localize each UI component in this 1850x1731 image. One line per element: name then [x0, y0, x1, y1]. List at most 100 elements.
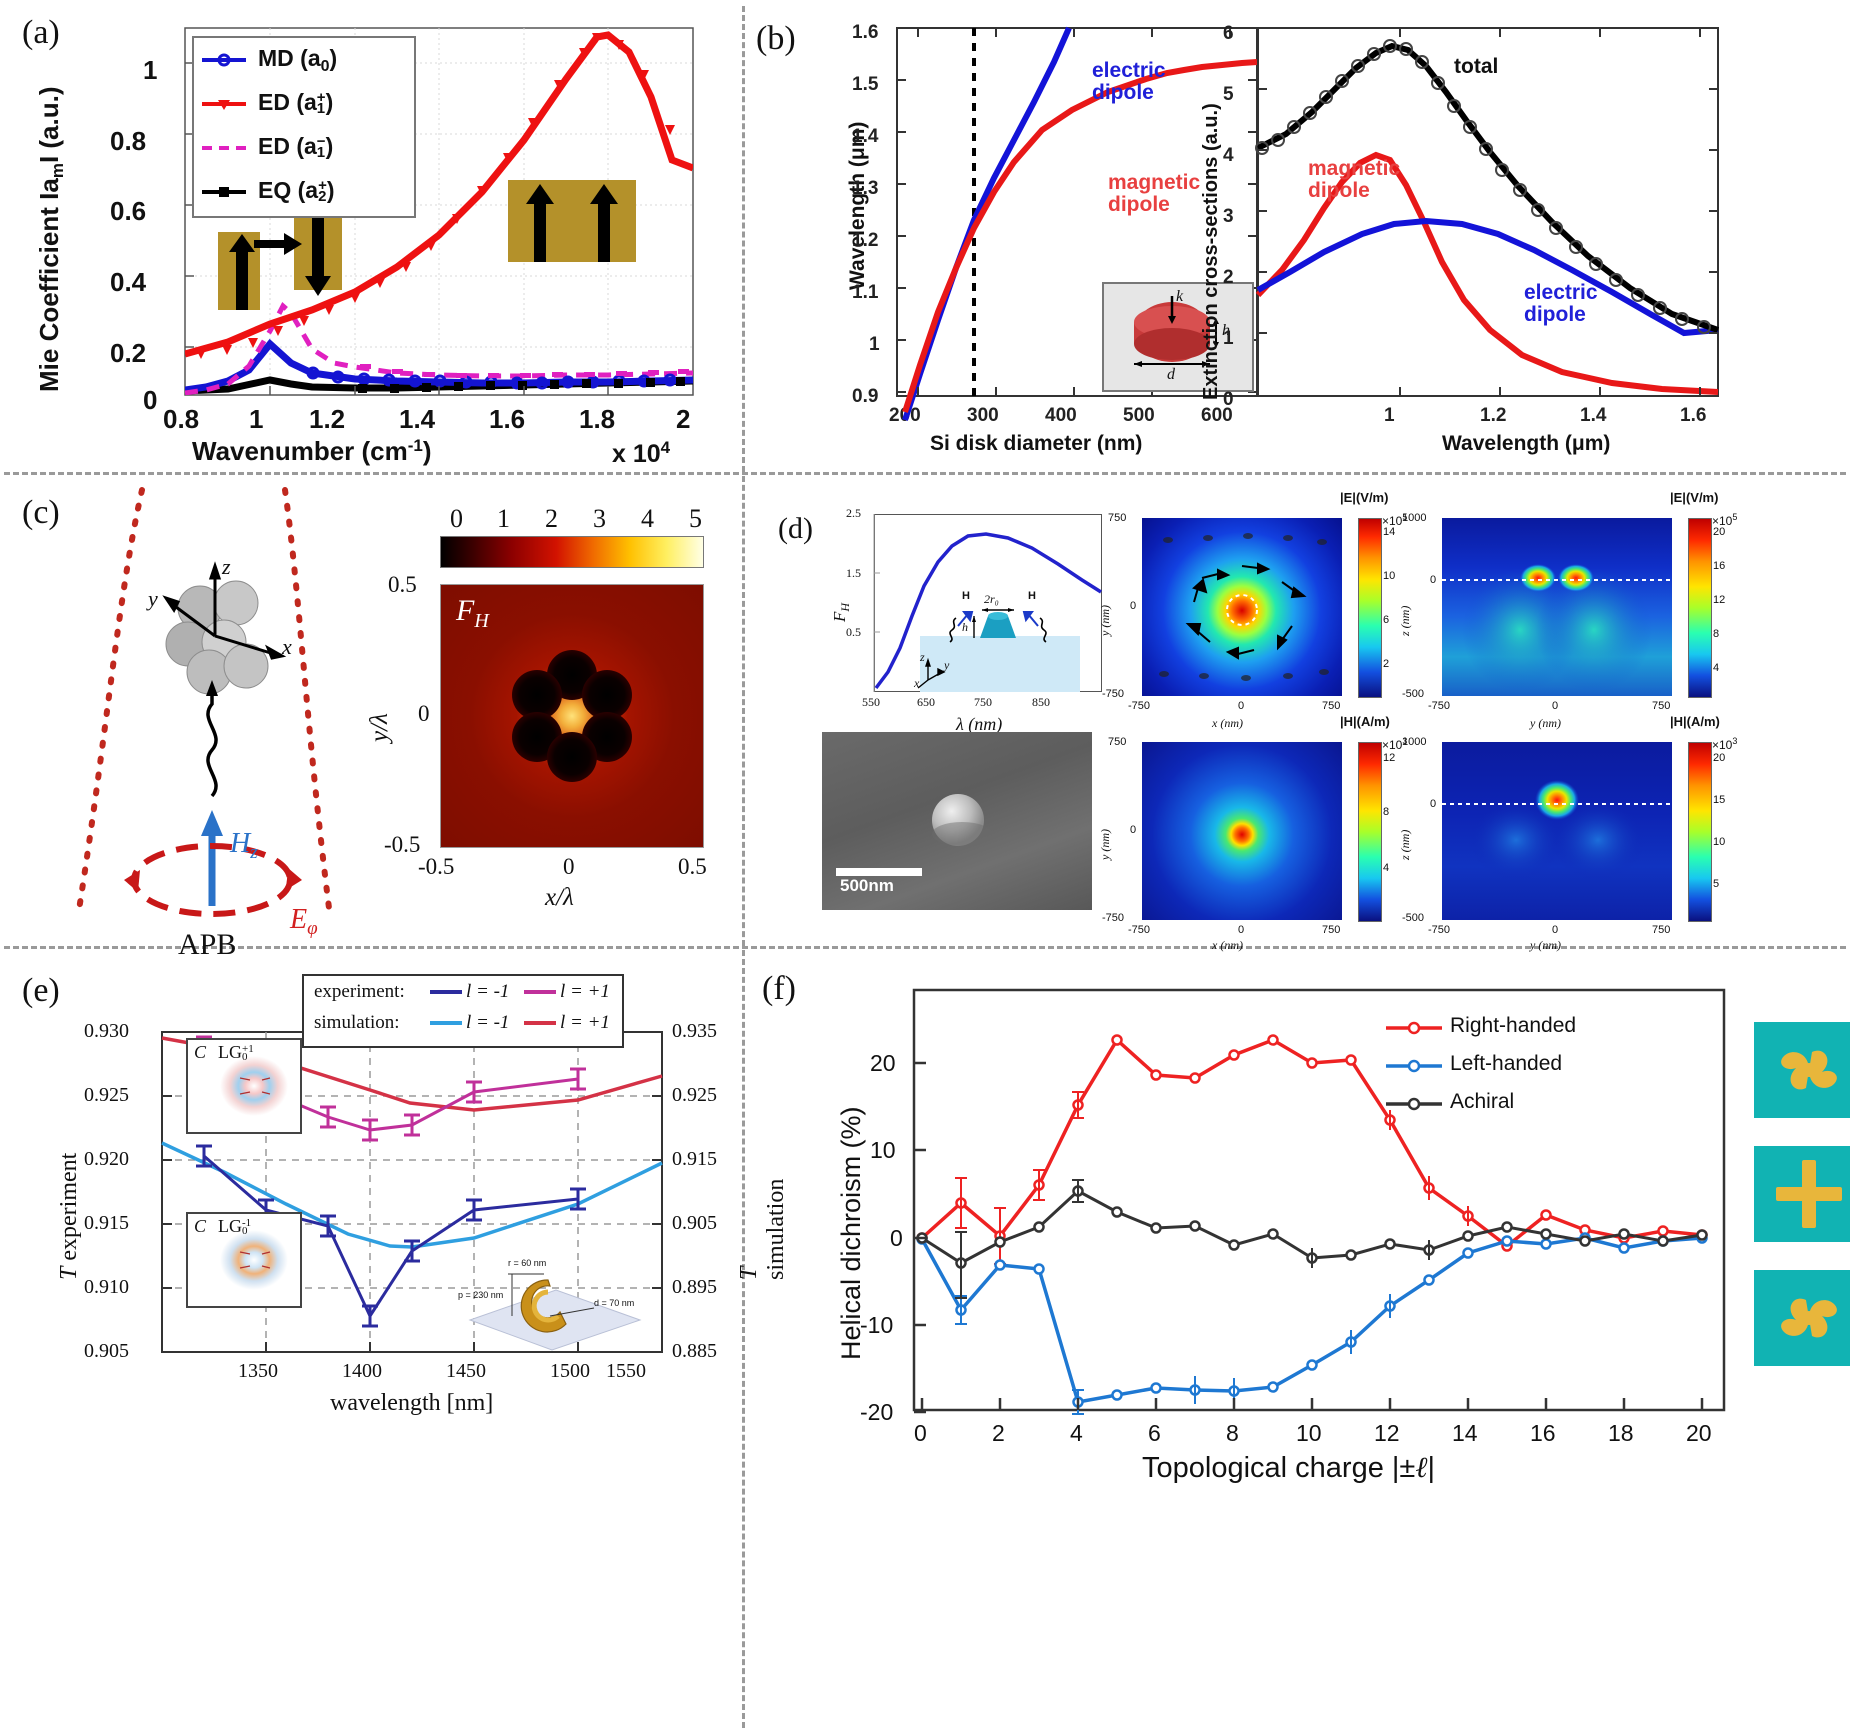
panel-e-legend-item-3: l = +1 — [560, 1012, 610, 1033]
panel-a-xlabel: Wavenumber (cm-1) — [192, 436, 432, 467]
legend-2-pre: ED (a — [258, 133, 317, 159]
panel-e-right-ytick-0885: 0.885 — [672, 1340, 717, 1362]
panel-f-ytick-m20: -20 — [860, 1399, 894, 1425]
panel-b-left-magnetic-label: magnetic dipole — [1108, 171, 1201, 217]
panel-b-left-ytick-09: 0.9 — [852, 386, 879, 407]
panel-b-right-xtick-14: 1.4 — [1580, 405, 1607, 426]
panel-e-inset-bottom-lg: LG -1 0 — [218, 1216, 251, 1237]
panel-a-legend-item-2: ED (a −1) — [258, 133, 333, 160]
panel-d-map-4-cbar-title: |H|(A/m) — [1670, 714, 1720, 729]
panel-d-map-1-cbar-title: |E|(V/m) — [1340, 490, 1389, 505]
panel-d-map-4-ylabel: z (nm) — [1398, 829, 1412, 860]
panel-d-inset-radius: 2r₀ — [984, 592, 999, 606]
panel-c-label: (c) — [22, 494, 60, 531]
divider-vertical-top — [742, 6, 745, 472]
panel-c-xtick-0: 0 — [563, 854, 575, 879]
panel-a-xtick-12: 1.2 — [309, 404, 346, 434]
m1-exp: ×10 — [1382, 514, 1403, 528]
legend-3-post: ) — [326, 177, 335, 203]
panel-d-curve-xtick-650: 650 — [917, 695, 935, 709]
panel-a-legend-item-1: ED (a +1) — [258, 89, 333, 116]
panel-e-struct-r: r = 60 nm — [508, 1258, 547, 1268]
panel-d-map-1-xlabel: x (nm) — [1212, 716, 1243, 730]
panel-c-ytick-05m: -0.5 — [384, 832, 421, 857]
panel-d-map-1-cbar-tick-14: 14 — [1383, 526, 1396, 538]
panel-d-map-4-cbar-tick-15: 15 — [1713, 794, 1726, 806]
panel-c-axis-z-label: z — [222, 554, 231, 580]
panel-d-map-3-ytick-0: 0 — [1130, 824, 1137, 836]
panel-d-map-4-cbar-tick-20: 20 — [1713, 752, 1726, 764]
panel-c-xlabel: x/λ — [545, 884, 574, 912]
panel-f-ylabel: Helical dichroism (%) — [836, 1106, 866, 1360]
panel-b-left-ytick-1: 1 — [869, 334, 880, 355]
panel-d-curve-ylabel: FH — [830, 603, 853, 622]
c-xlabel-post: λ — [563, 884, 574, 911]
panel-d-map-4 — [1442, 742, 1672, 920]
panel-d-map-1-xtick-0: 0 — [1238, 700, 1245, 712]
panel-d-map-3-xlabel: x (nm) — [1212, 938, 1243, 952]
panel-d-map-1-cbar-tick-2: 2 — [1383, 658, 1390, 670]
panel-c-cbar-tick-2: 2 — [545, 504, 558, 533]
panel-d-map-2-colorbar — [1688, 518, 1712, 698]
legend-1-sup: + — [316, 89, 326, 107]
panel-d-sem-scalebar — [836, 868, 922, 876]
panel-f-xtick-14: 14 — [1452, 1420, 1478, 1446]
panel-c-cbar-tick-3: 3 — [593, 504, 606, 533]
legend-3-pre: EQ (a — [258, 177, 319, 203]
panel-c-xtick-05p: 0.5 — [678, 854, 707, 879]
panel-e-xtick-1550: 1550 — [606, 1360, 646, 1382]
panel-d-map-3-cbar-title: |H|(A/m) — [1340, 714, 1390, 729]
legend-0-pre: MD (a — [258, 45, 321, 71]
panel-f-label: (f) — [762, 970, 796, 1007]
panel-f-xtick-10: 10 — [1296, 1420, 1322, 1446]
panel-b-right-plot — [1255, 27, 1719, 397]
panel-e-legend-item-0: l = -1 — [466, 981, 510, 1002]
panel-a-xtick-08: 0.8 — [163, 404, 200, 434]
panel-e-right-ytick-0905: 0.905 — [672, 1212, 717, 1234]
panel-d: (d) 2.5 1.5 0.5 FH 550 650 750 850 λ (nm… — [742, 476, 1850, 952]
panel-d-inset-axis-z: z — [920, 650, 925, 664]
panel-d-curve-ytick-15: 1.5 — [846, 566, 861, 580]
panel-e-left-ylabel: T experiment — [56, 1153, 83, 1280]
panel-d-map-1-quiver — [1159, 533, 1329, 681]
panel-d-map-4-xtick-750: 750 — [1652, 924, 1671, 936]
panel-c-cbar-tick-5: 5 — [689, 504, 702, 533]
divider-horizontal-1 — [4, 472, 1846, 475]
panel-f: (f) — [742, 950, 1850, 1730]
panel-e-inset-top: C LG +1 0 — [186, 1038, 302, 1134]
panel-c-cbar-tick-4: 4 — [641, 504, 654, 533]
m1-exp-sup: 5 — [1402, 512, 1408, 522]
panel-d-curve-ytick-25: 2.5 — [846, 506, 861, 520]
panel-d-map-3-cbar-tick-12: 12 — [1383, 752, 1396, 764]
divider-horizontal-2 — [4, 946, 1846, 949]
achiral-cross-icon — [1754, 1146, 1850, 1242]
panel-b-left-ytick-13: 1.3 — [852, 178, 879, 199]
panel-a-xtick-14: 1.4 — [399, 404, 436, 434]
panel-e-xtick-1500: 1500 — [550, 1360, 590, 1382]
panel-e-structure-inset: r = 60 nm p = 230 nm d = 70 nm — [452, 1246, 652, 1351]
panel-d-map-4-colorbar — [1688, 742, 1712, 922]
panel-e-xtick-1400: 1400 — [342, 1360, 382, 1382]
panel-d-map-1-xtick-m750: -750 — [1128, 700, 1151, 712]
e-inset-bot-sub: 0 — [242, 1224, 248, 1237]
panel-d-map-3-ytick-750: 750 — [1108, 736, 1127, 748]
panel-d-map-4-ytick-m500: -500 — [1402, 912, 1425, 924]
panel-a-xtick-2: 2 — [676, 404, 691, 434]
panel-e-inset-bottom: C LG -1 0 — [186, 1212, 302, 1308]
panel-d-map-1-ylabel: y (nm) — [1098, 605, 1112, 636]
parallel-dipole-icon — [508, 180, 648, 270]
panel-d-map-1-xtick-750: 750 — [1322, 700, 1341, 712]
panel-d-map-2-cbar-tick-8: 8 — [1713, 628, 1720, 640]
panel-b-inset-d-label: d — [1167, 366, 1175, 383]
panel-b-right-ytick-6: 6 — [1223, 23, 1234, 44]
panel-d-map-2-xtick-0: 0 — [1552, 700, 1559, 712]
panel-b-right-magnetic-label: magnetic dipole — [1308, 157, 1401, 203]
panel-f-legend-achiral: Achiral — [1450, 1090, 1515, 1113]
axis-x-text: x — [282, 634, 292, 659]
panel-b-left-ytick-14: 1.4 — [852, 126, 879, 147]
panel-b-right-total-label: total — [1454, 55, 1499, 78]
right-handed-gammadion-icon — [1754, 1022, 1850, 1118]
panel-c-hz-label: Hz — [230, 828, 258, 864]
panel-d-map-3-ylabel: y (nm) — [1098, 829, 1112, 860]
